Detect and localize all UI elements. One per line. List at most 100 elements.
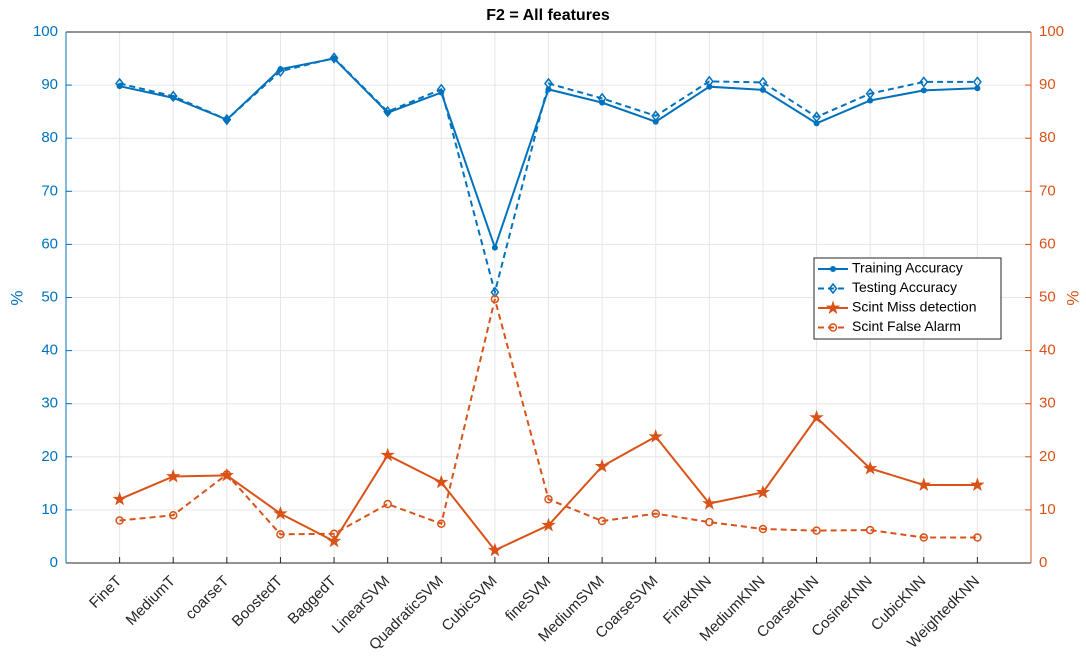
diamond-marker [758,76,768,89]
dot-marker [974,85,981,92]
circle-marker [705,517,714,527]
x-tick-label: coarseT [182,573,232,623]
diamond-marker [828,282,838,295]
circle-marker [329,529,339,539]
x-tick-label: FineKNN [660,573,715,628]
circle-marker [597,516,607,526]
circle-marker [544,495,553,504]
star-marker [273,506,288,520]
y2-tick-label: 10 [1039,501,1056,518]
y2-tick-label: 100 [1039,23,1064,40]
circle-marker [168,510,178,520]
y-tick-label: 30 [41,395,58,412]
circle-marker [973,533,982,542]
dot-marker [759,86,766,93]
star-marker [112,491,127,506]
circle-marker [490,294,500,304]
diamond-marker [329,52,339,64]
diamond-marker [275,65,285,78]
circle-marker [828,323,838,332]
y2-tick-label: 0 [1039,554,1047,571]
y-tick-label: 60 [41,235,58,252]
star-marker [916,477,931,492]
star-marker [166,468,181,483]
star-marker [825,300,841,315]
chart-title: F2 = All features [486,7,610,24]
legend-box [813,257,1002,340]
x-tick-label: CubicSVM [438,573,500,635]
star-marker [487,542,503,557]
star-marker [434,474,449,489]
legend-label: Scint False Alarm [852,318,961,334]
y2-tick-label: 90 [1039,76,1056,93]
dot-marker [830,266,836,272]
circle-marker [437,519,446,528]
dot-marker [920,87,927,94]
y2-tick-label: 60 [1039,235,1056,252]
circle-marker [812,526,821,535]
y2-tick-label: 50 [1039,288,1056,305]
diamond-marker [704,75,714,88]
dot-marker [867,97,874,104]
x-tick-label: BaggedT [285,573,340,628]
legend-label: Scint Miss detection [852,299,977,315]
diamond-marker [597,92,607,105]
y-tick-label: 50 [41,288,58,305]
star-marker [755,484,771,499]
diamond-marker [865,87,875,100]
diamond-marker [115,77,125,90]
legend-label: Training Accuracy [852,260,963,276]
diamond-marker [490,286,500,298]
y-tick-label: 20 [41,448,58,465]
y-axis-label: % [7,290,26,305]
y-tick-label: 10 [41,501,58,518]
star-marker [326,533,342,548]
diamond-marker [222,113,232,126]
circle-marker [758,524,768,534]
legend-label: Testing Accuracy [852,279,957,295]
star-marker [648,429,663,443]
y-tick-label: 80 [41,129,58,146]
diamond-marker [544,77,553,90]
y2-tick-label: 40 [1039,342,1056,359]
y-tick-label: 100 [33,23,58,40]
diamond-marker [168,90,178,102]
star-marker [380,447,395,462]
star-marker [541,517,556,532]
diamond-marker [919,76,929,88]
series-line [119,56,978,297]
diamond-marker [651,110,661,122]
x-tick-label: fineSVM [502,573,554,625]
star-marker [863,460,878,475]
y2-tick-label: 20 [1039,448,1056,465]
circle-marker [115,516,124,525]
dot-marker [491,244,498,251]
star-marker [970,477,985,492]
y-tick-label: 70 [41,182,58,199]
diamond-marker [383,105,393,118]
y2-tick-label: 30 [1039,395,1056,412]
diamond-marker [436,83,446,96]
diamond-marker [812,111,822,123]
x-tick-label: MediumT [123,573,179,629]
circle-marker [276,530,285,539]
y-tick-label: 0 [50,554,58,571]
y2-tick-label: 70 [1039,182,1056,199]
circle-marker [865,525,875,535]
star-marker [702,495,717,510]
y-tick-label: 90 [41,76,58,93]
diamond-marker [972,76,982,88]
y2-tick-label: 80 [1039,129,1056,146]
dot-marker [813,120,820,127]
y-tick-label: 40 [41,342,58,359]
star-marker [809,410,824,424]
circle-marker [383,499,392,509]
circle-marker [651,509,660,518]
star-marker [594,458,610,473]
x-tick-label: FineT [86,573,125,612]
series-line [119,298,978,539]
circle-marker [919,533,929,542]
x-tick-label: BoostedT [229,573,286,630]
y2-axis-label: % [1063,290,1082,305]
